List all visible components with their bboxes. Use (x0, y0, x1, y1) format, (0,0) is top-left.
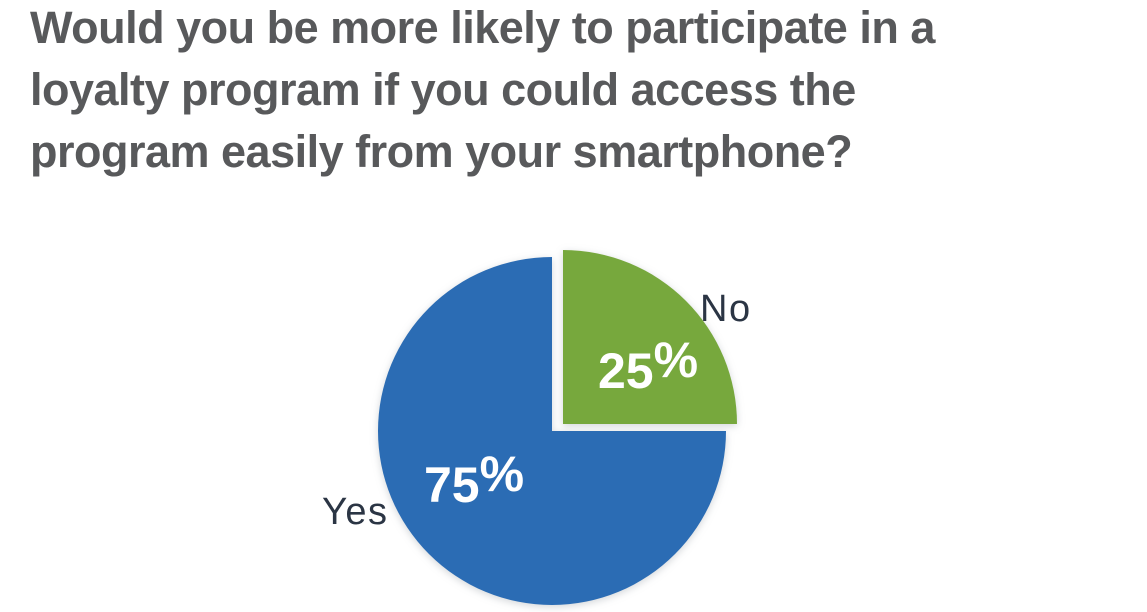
pie-value-label-yes: 75% (424, 449, 524, 513)
chart-title-line-3: program easily from your smartphone? (30, 126, 853, 177)
chart-title-line-2: loyalty program if you could access the (30, 64, 856, 115)
pie-value-label-no: 25% (598, 335, 698, 399)
pie-value-no-number: 25 (598, 343, 654, 399)
chart-title-line-1: Would you be more likely to participate … (30, 2, 935, 53)
pie-slice-yes (378, 257, 726, 605)
pie-category-label-yes: Yes (322, 491, 389, 533)
pie-value-yes-percent-sign: % (479, 446, 525, 502)
pie-category-label-no: No (700, 288, 752, 330)
pie-value-no-percent-sign: % (653, 332, 699, 388)
chart-title: Would you be more likely to participate … (30, 0, 935, 183)
pie-value-yes-number: 75 (424, 457, 480, 513)
pie-slice-no (563, 250, 737, 424)
